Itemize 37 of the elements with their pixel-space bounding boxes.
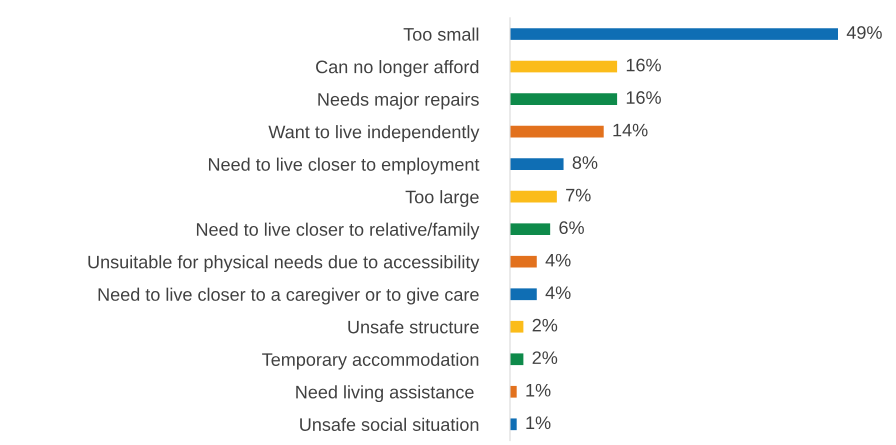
y-tick-label: Too small (404, 28, 478, 41)
y-tick-label: Want to live independently (268, 125, 480, 142)
y-tick-label: Too large (406, 190, 479, 207)
data-label: 1% (526, 416, 550, 430)
y-tick-label: Unsuitable for physical needs due to accessibility (88, 255, 480, 272)
y-tick-label: Temporary accommodation (262, 352, 478, 370)
data-label: 2% (532, 318, 558, 332)
bar (510, 28, 838, 40)
data-label: 1% (526, 384, 550, 397)
data-label: 7% (566, 188, 591, 202)
data-label: 4% (546, 286, 571, 299)
data-label: 6% (559, 221, 584, 234)
bar (510, 126, 604, 138)
y-tick-label: Unsafe social situation (300, 418, 478, 432)
y-tick-label: Need to live closer to employment (208, 158, 480, 174)
bar (510, 60, 618, 72)
bar (510, 93, 618, 105)
y-tick-label: Unsafe structure (348, 320, 479, 334)
bar (510, 190, 557, 203)
bar (510, 223, 550, 236)
data-label: 4% (546, 254, 571, 266)
data-label: 2% (532, 351, 558, 364)
data-label: 8% (572, 156, 598, 169)
bar (510, 158, 564, 170)
data-label: 16% (626, 58, 661, 72)
y-tick-label: Need living assistance (296, 385, 474, 402)
y-tick-label: Can no longer afford (316, 60, 478, 77)
y-tick-label: Needs major repairs (318, 92, 479, 110)
bar (510, 320, 524, 333)
bar (510, 353, 524, 366)
y-tick-label: Need to live closer to relative/family (196, 222, 480, 240)
y-tick-label: Need to live closer to a caregiver or to give care (98, 288, 479, 304)
bar (510, 256, 537, 268)
data-label: 49% (846, 26, 882, 39)
data-label: 14% (613, 124, 648, 136)
bar (510, 288, 537, 300)
data-label: 16% (626, 91, 661, 104)
